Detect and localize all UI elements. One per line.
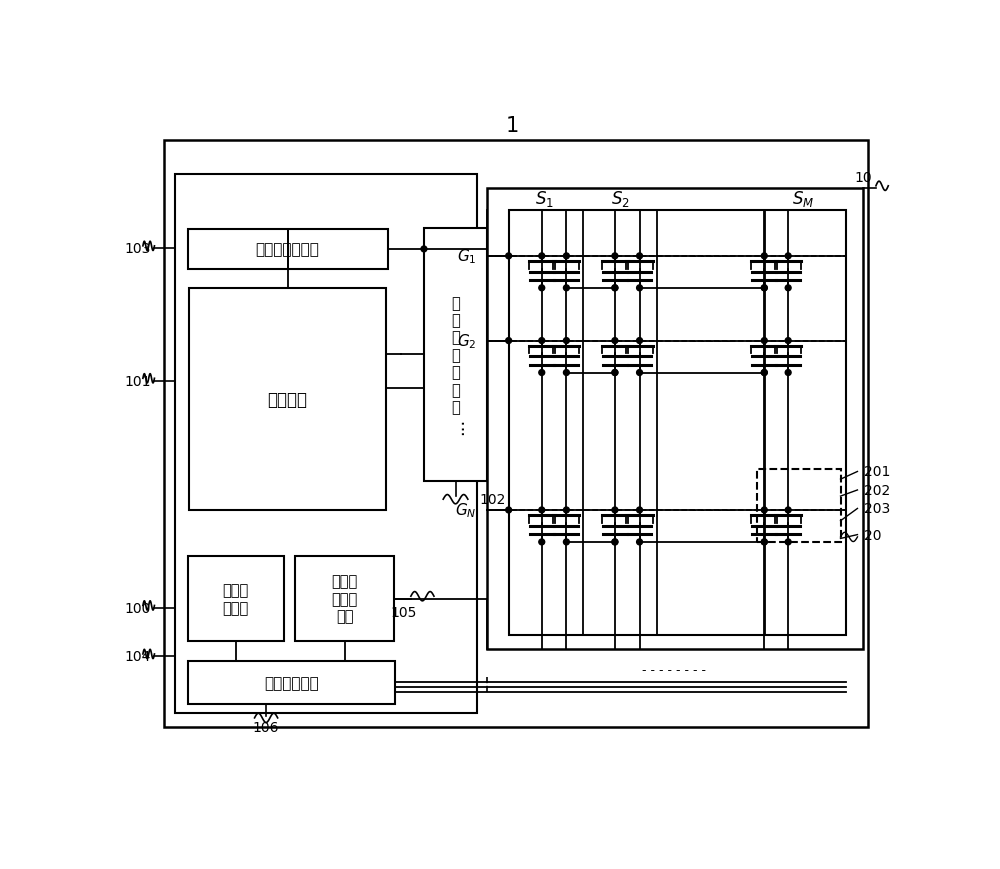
Bar	[487, 189, 863, 649]
Text: 数据选择单元: 数据选择单元	[264, 675, 319, 690]
Circle shape	[563, 254, 569, 260]
Text: $G_1$: $G_1$	[457, 247, 476, 266]
Bar	[188, 556, 284, 641]
Circle shape	[539, 286, 545, 291]
Text: 101: 101	[124, 375, 151, 388]
Circle shape	[761, 286, 767, 291]
Circle shape	[612, 540, 618, 545]
Circle shape	[612, 338, 618, 344]
Text: 104: 104	[124, 649, 151, 664]
Circle shape	[563, 338, 569, 344]
Circle shape	[539, 254, 545, 260]
Circle shape	[563, 540, 569, 545]
Circle shape	[421, 247, 427, 253]
Text: 203: 203	[864, 501, 891, 516]
Circle shape	[612, 370, 618, 376]
Bar	[295, 556, 394, 641]
Text: $S_1$: $S_1$	[535, 189, 554, 209]
Circle shape	[506, 254, 512, 260]
Text: $S_M$: $S_M$	[792, 189, 815, 209]
Circle shape	[539, 338, 545, 344]
Text: 控制单元: 控制单元	[268, 391, 308, 408]
Text: 20: 20	[864, 528, 882, 542]
Circle shape	[637, 507, 642, 514]
Circle shape	[506, 338, 512, 344]
Bar	[424, 229, 487, 481]
Text: $G_N$: $G_N$	[455, 501, 476, 520]
Circle shape	[612, 507, 618, 514]
Text: $S_2$: $S_2$	[611, 189, 630, 209]
Bar	[188, 661, 395, 704]
Circle shape	[612, 254, 618, 260]
Circle shape	[563, 507, 569, 514]
Circle shape	[761, 370, 767, 376]
Bar	[509, 210, 846, 635]
Circle shape	[612, 370, 618, 376]
Bar	[164, 141, 868, 727]
Circle shape	[506, 507, 512, 514]
Bar	[188, 229, 388, 269]
Bar	[757, 469, 841, 542]
Bar	[189, 289, 386, 510]
Circle shape	[612, 286, 618, 291]
Circle shape	[563, 370, 569, 376]
Circle shape	[563, 286, 569, 291]
Circle shape	[539, 540, 545, 545]
Circle shape	[785, 370, 791, 376]
Circle shape	[785, 286, 791, 291]
Text: - - - - -: - - - - -	[692, 504, 730, 517]
Text: ...: ...	[450, 417, 468, 434]
Text: - - - - -: - - - - -	[692, 335, 730, 348]
Circle shape	[761, 507, 767, 514]
Text: 触控检
测单元: 触控检 测单元	[223, 582, 249, 615]
Circle shape	[761, 254, 767, 260]
Text: - - - - - - - -: - - - - - - - -	[642, 663, 706, 676]
Text: 10: 10	[854, 170, 872, 184]
Circle shape	[785, 507, 791, 514]
Text: 103: 103	[124, 242, 151, 255]
Circle shape	[637, 254, 642, 260]
Circle shape	[637, 338, 642, 344]
Bar	[175, 175, 477, 713]
Circle shape	[761, 540, 767, 545]
Text: 201: 201	[864, 465, 891, 479]
Text: 102: 102	[479, 493, 506, 507]
Circle shape	[761, 540, 767, 545]
Text: 数据线驱动单元: 数据线驱动单元	[256, 242, 320, 257]
Text: 105: 105	[390, 605, 416, 619]
Circle shape	[612, 286, 618, 291]
Text: 106: 106	[253, 720, 279, 734]
Circle shape	[761, 338, 767, 344]
Circle shape	[761, 370, 767, 376]
Circle shape	[539, 370, 545, 376]
Circle shape	[785, 540, 791, 545]
Circle shape	[785, 254, 791, 260]
Circle shape	[761, 286, 767, 291]
Circle shape	[539, 507, 545, 514]
Text: - - - - -: - - - - -	[692, 250, 730, 263]
Text: 1: 1	[506, 116, 519, 136]
Circle shape	[612, 540, 618, 545]
Text: $G_2$: $G_2$	[457, 332, 476, 350]
Text: 202: 202	[864, 483, 891, 497]
Circle shape	[637, 370, 642, 376]
Text: 100: 100	[124, 601, 151, 615]
Text: 扫
描
线
驱
动
单
元: 扫 描 线 驱 动 单 元	[451, 295, 460, 415]
Circle shape	[637, 286, 642, 291]
Circle shape	[785, 338, 791, 344]
Text: 公共电
压产生
电路: 公共电 压产生 电路	[332, 574, 358, 624]
Circle shape	[637, 540, 642, 545]
